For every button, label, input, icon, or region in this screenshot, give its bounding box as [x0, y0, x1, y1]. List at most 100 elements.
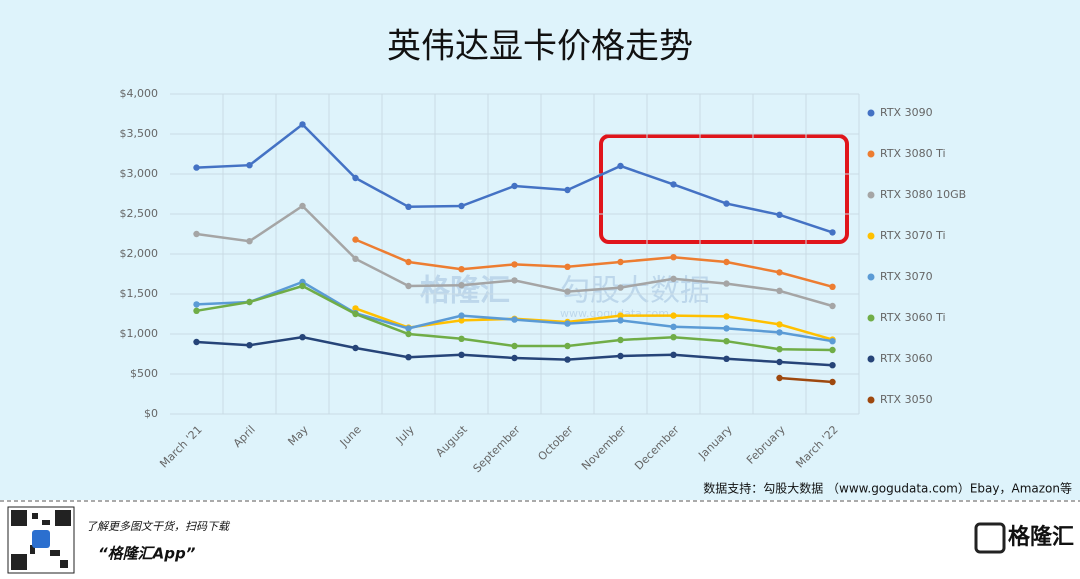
point: [193, 338, 200, 346]
y-tick-label: $2,000: [120, 247, 159, 260]
point: [776, 374, 783, 382]
point: [352, 255, 359, 262]
footer-line2: “格隆汇App”: [98, 545, 196, 563]
point: [617, 317, 624, 324]
point: [776, 358, 783, 366]
legend-label: RTX 3070: [880, 270, 933, 283]
legend-swatch: [867, 314, 875, 322]
point: [405, 203, 412, 210]
y-tick-label: $500: [130, 367, 158, 380]
legend-label: RTX 3060: [880, 352, 933, 365]
legend-swatch: [867, 355, 875, 363]
point: [564, 320, 571, 327]
point: [617, 336, 624, 344]
point: [564, 288, 571, 295]
point: [829, 378, 836, 386]
point: [670, 181, 677, 188]
chart-title: 英伟达显卡价格走势: [387, 27, 693, 67]
legend-label: RTX 3080 10GB: [880, 188, 966, 201]
point: [246, 298, 253, 306]
point: [193, 301, 200, 308]
point: [458, 317, 465, 324]
y-tick-label: $3,500: [120, 127, 159, 140]
y-tick-label: $1,500: [120, 287, 159, 300]
y-tick-label: $2,500: [120, 207, 159, 220]
point: [670, 351, 677, 358]
point: [299, 282, 306, 290]
point: [829, 362, 836, 369]
point: [511, 182, 518, 190]
point: [670, 254, 677, 261]
point: [829, 229, 836, 236]
point: [511, 277, 518, 284]
y-tick-label: $3,000: [120, 167, 159, 180]
point: [458, 335, 465, 342]
point: [776, 287, 783, 294]
point: [723, 200, 730, 207]
point: [299, 121, 306, 128]
series-line: [355, 307, 833, 341]
point: [723, 338, 730, 345]
legend-swatch: [867, 191, 875, 199]
point: [564, 186, 571, 194]
point: [458, 266, 465, 273]
point: [405, 282, 412, 290]
point: [458, 312, 465, 319]
footer-logo: 格隆汇: [1008, 524, 1074, 550]
highlight-box: [599, 134, 849, 244]
point: [723, 355, 730, 362]
point: [352, 236, 359, 243]
point: [617, 258, 624, 266]
y-tick-label: $0: [144, 407, 158, 420]
legend-label: RTX 3050: [880, 393, 933, 406]
point: [193, 307, 200, 314]
qr-code: [7, 506, 75, 574]
point: [670, 312, 677, 319]
point: [405, 330, 412, 338]
point: [405, 354, 412, 361]
point: [193, 230, 200, 238]
point: [829, 302, 836, 310]
legend-swatch: [867, 273, 875, 281]
point: [405, 325, 412, 332]
point: [776, 211, 783, 218]
point: [511, 354, 518, 362]
source: 数据支持：勾股大数据 （www.gogudata.com）Ebay，Amazon…: [703, 481, 1072, 496]
point: [723, 258, 730, 266]
point: [511, 342, 518, 350]
point: [670, 275, 677, 282]
point: [723, 325, 730, 332]
legend-label: RTX 3070 Ti: [880, 229, 946, 242]
point: [352, 174, 359, 182]
watermark-brand: 格隆汇: [420, 274, 510, 309]
legend-swatch: [867, 150, 875, 158]
point: [511, 316, 518, 323]
point: [246, 162, 253, 169]
legend-label: RTX 3060 Ti: [880, 311, 946, 324]
point: [352, 344, 359, 352]
point: [246, 238, 253, 245]
point: [299, 202, 306, 210]
point: [829, 346, 836, 354]
point: [299, 334, 306, 341]
point: [458, 351, 465, 358]
point: [617, 284, 624, 291]
point: [458, 282, 465, 289]
point: [405, 258, 412, 266]
point: [829, 338, 836, 345]
point: [776, 269, 783, 276]
point: [617, 352, 624, 360]
point: [352, 310, 359, 318]
legend-swatch: [867, 109, 875, 117]
legend-label: RTX 3090: [880, 106, 933, 119]
legend-swatch: [867, 232, 875, 240]
point: [458, 202, 465, 210]
point: [723, 280, 730, 287]
point: [617, 312, 624, 319]
point: [511, 261, 518, 268]
point: [723, 313, 730, 320]
logo-icon: [974, 522, 1006, 554]
point: [776, 346, 783, 353]
point: [776, 321, 783, 328]
series-line: [779, 376, 833, 384]
